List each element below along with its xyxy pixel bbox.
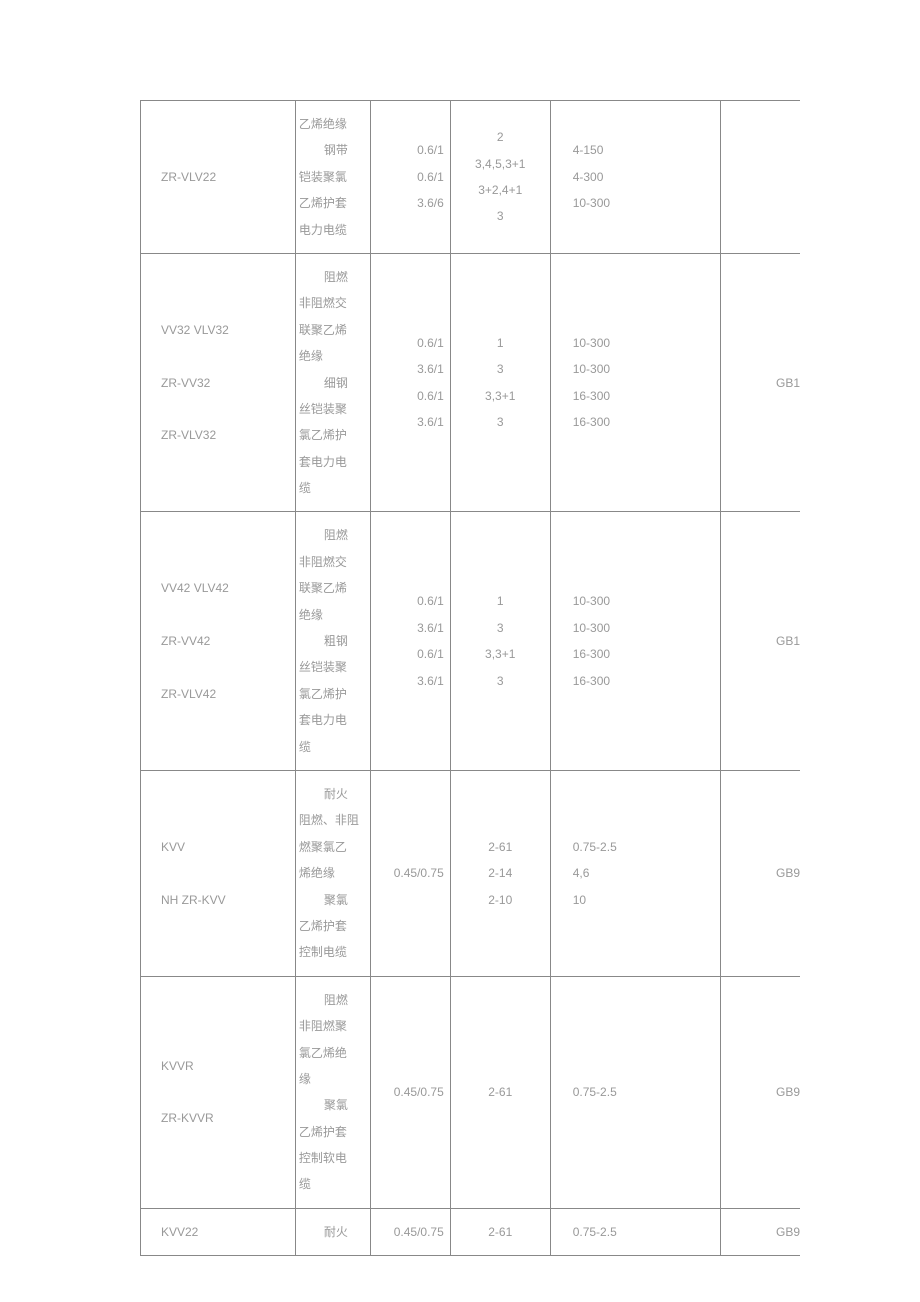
model-cell: VV32 VLV32ZR-VV32ZR-VLV32 [141, 253, 296, 512]
table-row: KVVNH ZR-KVV耐火阻燃、非阻燃聚氯乙烯绝缘聚氯乙烯护套控制电缆0.45… [141, 770, 801, 976]
cores-cell: 2-61 [450, 1208, 550, 1255]
description-cell: 乙烯绝缘钢带铠装聚氯乙烯护套电力电缆 [295, 101, 370, 254]
description-cell: 阻燃非阻燃交联聚乙烯绝缘粗钢丝铠装聚氯乙烯护套电力电缆 [295, 512, 370, 771]
standard-cell: GB9 [720, 770, 800, 976]
voltage-cell: 0.45/0.75 [370, 770, 450, 976]
cable-spec-table: ZR-VLV22乙烯绝缘钢带铠装聚氯乙烯护套电力电缆0.6/10.6/13.6/… [140, 100, 800, 1256]
section-cell: 0.75-2.54,610 [550, 770, 720, 976]
description-cell: 阻燃非阻燃交联聚乙烯绝缘细钢丝铠装聚氯乙烯护套电力电缆 [295, 253, 370, 512]
table-row: ZR-VLV22乙烯绝缘钢带铠装聚氯乙烯护套电力电缆0.6/10.6/13.6/… [141, 101, 801, 254]
standard-cell: GB1 [720, 253, 800, 512]
voltage-cell: 0.45/0.75 [370, 1208, 450, 1255]
description-cell: 阻燃非阻燃聚氯乙烯绝缘聚氯乙烯护套控制软电缆 [295, 976, 370, 1208]
voltage-cell: 0.6/10.6/13.6/6 [370, 101, 450, 254]
table-row: KVVRZR-KVVR阻燃非阻燃聚氯乙烯绝缘聚氯乙烯护套控制软电缆0.45/0.… [141, 976, 801, 1208]
table-row: KVV22耐火0.45/0.752-610.75-2.5GB9 [141, 1208, 801, 1255]
model-cell: KVV22 [141, 1208, 296, 1255]
model-cell: KVVRZR-KVVR [141, 976, 296, 1208]
table-body: ZR-VLV22乙烯绝缘钢带铠装聚氯乙烯护套电力电缆0.6/10.6/13.6/… [141, 101, 801, 1256]
section-cell: 4-1504-30010-300 [550, 101, 720, 254]
standard-cell: GB9 [720, 976, 800, 1208]
standard-cell: GB1 [720, 512, 800, 771]
voltage-cell: 0.45/0.75 [370, 976, 450, 1208]
model-cell: ZR-VLV22 [141, 101, 296, 254]
description-cell: 耐火阻燃、非阻燃聚氯乙烯绝缘聚氯乙烯护套控制电缆 [295, 770, 370, 976]
section-cell: 0.75-2.5 [550, 1208, 720, 1255]
section-cell: 10-30010-30016-30016-300 [550, 253, 720, 512]
model-cell: VV42 VLV42ZR-VV42ZR-VLV42 [141, 512, 296, 771]
model-cell: KVVNH ZR-KVV [141, 770, 296, 976]
cores-cell: 2-61 [450, 976, 550, 1208]
cores-cell: 23,4,5,3+13+2,4+13 [450, 101, 550, 254]
cores-cell: 133,3+13 [450, 512, 550, 771]
table-row: VV42 VLV42ZR-VV42ZR-VLV42阻燃非阻燃交联聚乙烯绝缘粗钢丝… [141, 512, 801, 771]
standard-cell [720, 101, 800, 254]
voltage-cell: 0.6/13.6/10.6/13.6/1 [370, 253, 450, 512]
voltage-cell: 0.6/13.6/10.6/13.6/1 [370, 512, 450, 771]
section-cell: 0.75-2.5 [550, 976, 720, 1208]
description-cell: 耐火 [295, 1208, 370, 1255]
table-row: VV32 VLV32ZR-VV32ZR-VLV32阻燃非阻燃交联聚乙烯绝缘细钢丝… [141, 253, 801, 512]
standard-cell: GB9 [720, 1208, 800, 1255]
section-cell: 10-30010-30016-30016-300 [550, 512, 720, 771]
cores-cell: 133,3+13 [450, 253, 550, 512]
cores-cell: 2-612-142-10 [450, 770, 550, 976]
